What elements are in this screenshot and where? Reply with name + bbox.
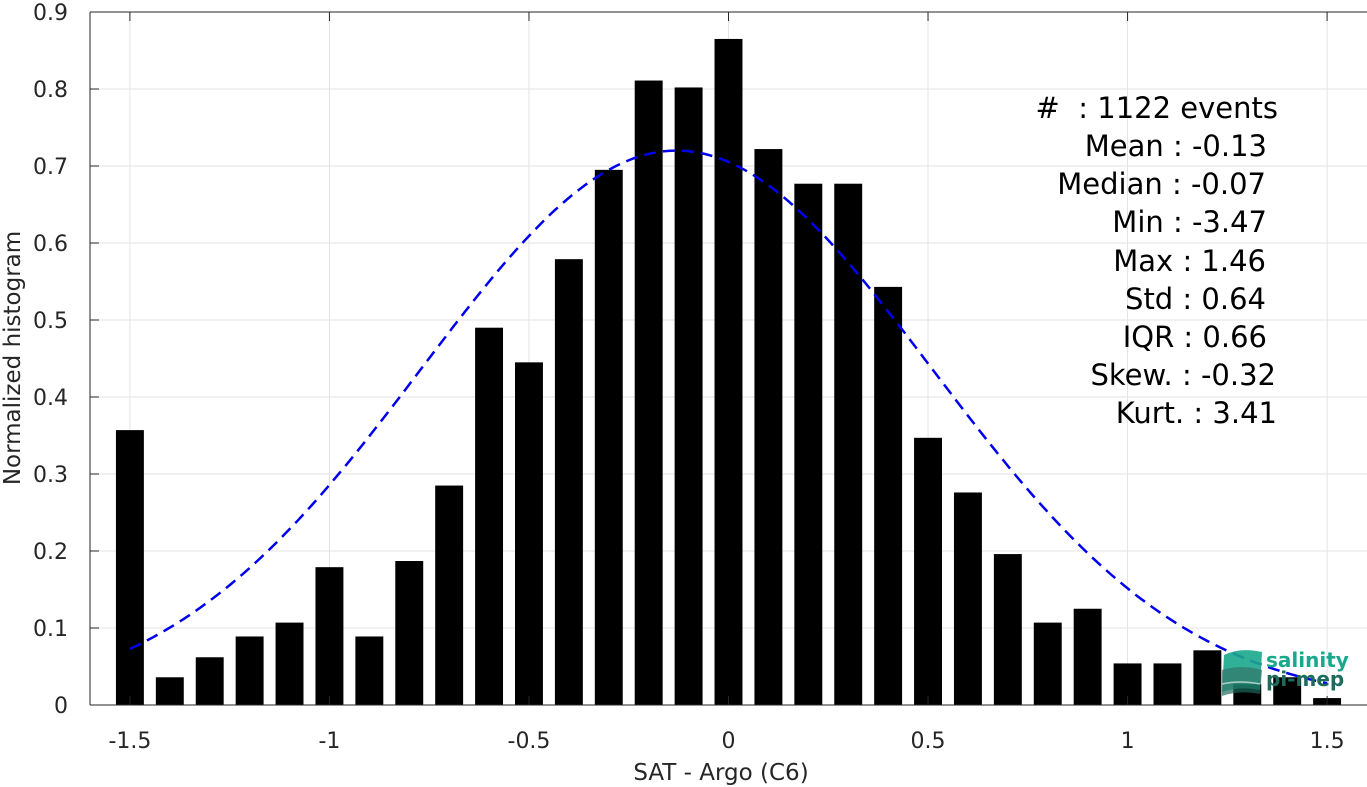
axes	[89, 11, 1367, 706]
x-tick-label: -1.5	[108, 729, 151, 754]
histogram-bars	[115, 38, 1342, 706]
bar-24	[1073, 608, 1102, 705]
bar-27	[1193, 650, 1222, 705]
y-tick-label: 0.4	[33, 386, 68, 411]
y-tick-label: 0.6	[33, 232, 68, 257]
bar-6	[355, 636, 384, 705]
bar-18	[834, 183, 863, 705]
bar-1	[155, 677, 184, 705]
bar-21	[953, 492, 982, 705]
x-tick-label: 0.5	[911, 729, 946, 754]
bar-4	[275, 622, 304, 705]
bar-16	[754, 149, 783, 705]
bar-0	[115, 430, 144, 705]
bar-15	[714, 38, 743, 705]
bar-26	[1153, 663, 1182, 705]
stat-events: # : 1122 events	[1036, 91, 1278, 125]
x-tick-label: 1	[1121, 729, 1135, 754]
y-tick-labels: 0 0.1 0.2 0.3 0.4 0.5 0.6 0.7 0.8 0.9	[33, 1, 68, 719]
x-tick-label: -0.5	[508, 729, 551, 754]
bar-7	[395, 561, 424, 705]
y-tick-label: 0.8	[33, 78, 68, 103]
stat-iqr: IQR : 0.66	[1123, 320, 1267, 354]
bar-19	[874, 286, 903, 705]
y-tick-label: 0	[54, 694, 68, 719]
x-tick-label: 1.5	[1310, 729, 1345, 754]
stat-skew: Skew. : -0.32	[1090, 358, 1276, 392]
bar-3	[235, 636, 264, 705]
stat-min: Min : -3.47	[1112, 205, 1267, 239]
stat-std: Std : 0.64	[1125, 282, 1266, 316]
stat-median: Median : -0.07	[1057, 167, 1266, 201]
y-axis-label: Normalized histogram	[0, 231, 26, 485]
x-axis-label: SAT - Argo (C6)	[633, 760, 808, 786]
logo-text-salinity: salinity	[1266, 648, 1349, 672]
bar-5	[315, 567, 344, 705]
stats-annotation: # : 1122 events Mean : -0.13 Median : -0…	[1036, 91, 1278, 430]
bar-13	[634, 80, 663, 705]
y-tick-label: 0.7	[33, 155, 68, 180]
y-tick-label: 0.9	[33, 1, 68, 26]
salinity-pimep-logo: salinity pi-mep	[1221, 648, 1349, 696]
y-tick-label: 0.5	[33, 309, 68, 334]
bar-11	[554, 259, 583, 705]
y-tick-label: 0.3	[33, 463, 68, 488]
wave-logo-icon	[1221, 650, 1262, 696]
x-tick-label: 0	[722, 729, 736, 754]
bar-17	[794, 183, 823, 705]
y-tick-label: 0.2	[33, 540, 68, 565]
stat-max: Max : 1.46	[1113, 244, 1266, 278]
bar-22	[993, 554, 1022, 705]
logo-text-pimep: pi-mep	[1266, 667, 1344, 691]
bar-20	[914, 437, 942, 705]
bar-2	[195, 657, 224, 705]
gaussian-fit-curve	[129, 149, 1328, 685]
stat-kurt: Kurt. : 3.41	[1116, 396, 1277, 430]
bar-12	[594, 169, 623, 706]
y-tick-label: 0.1	[33, 617, 68, 642]
bar-14	[674, 87, 703, 705]
bar-9	[475, 327, 504, 705]
stat-mean: Mean : -0.13	[1085, 129, 1267, 163]
bar-8	[435, 485, 464, 705]
x-tick-label: -1	[318, 729, 340, 754]
bar-10	[515, 362, 543, 705]
x-tick-labels: -1.5 -1 -0.5 0 0.5 1 1.5	[108, 729, 1344, 754]
bar-29	[1273, 677, 1302, 705]
bar-23	[1033, 622, 1062, 705]
